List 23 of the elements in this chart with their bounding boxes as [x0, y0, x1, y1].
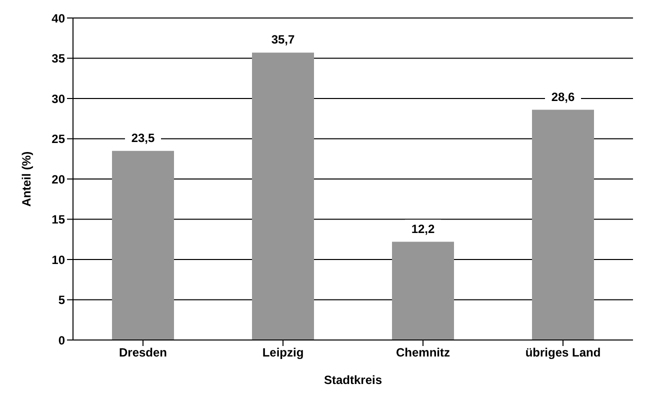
bar	[252, 52, 314, 340]
x-tick-label: Chemnitz	[396, 346, 450, 360]
x-tick-label: Dresden	[118, 346, 168, 360]
y-axis-title: Anteil (%)	[19, 151, 34, 207]
bar	[112, 150, 174, 340]
y-tick-label: 40	[52, 11, 66, 26]
y-tick-label: 5	[58, 293, 66, 308]
bar	[532, 110, 594, 340]
data-label: 23,5	[131, 130, 155, 145]
data-label: 28,6	[551, 90, 575, 104]
x-tick-label: Leipzig	[262, 346, 304, 360]
x-axis-title: Stadtkreis	[324, 373, 382, 387]
bar	[392, 242, 454, 340]
y-tick-label: 35	[52, 52, 66, 66]
y-tick-label: 10	[52, 252, 66, 267]
y-tick-label: 15	[52, 212, 66, 227]
data-label: 35,7	[271, 32, 295, 47]
x-tick-label: übriges Land	[525, 346, 601, 360]
y-tick-label: 30	[52, 92, 66, 106]
data-label: 12,2	[411, 222, 435, 236]
y-tick-label: 25	[52, 132, 66, 146]
y-tick-label: 0	[58, 333, 66, 348]
y-tick-label: 20	[52, 172, 66, 186]
